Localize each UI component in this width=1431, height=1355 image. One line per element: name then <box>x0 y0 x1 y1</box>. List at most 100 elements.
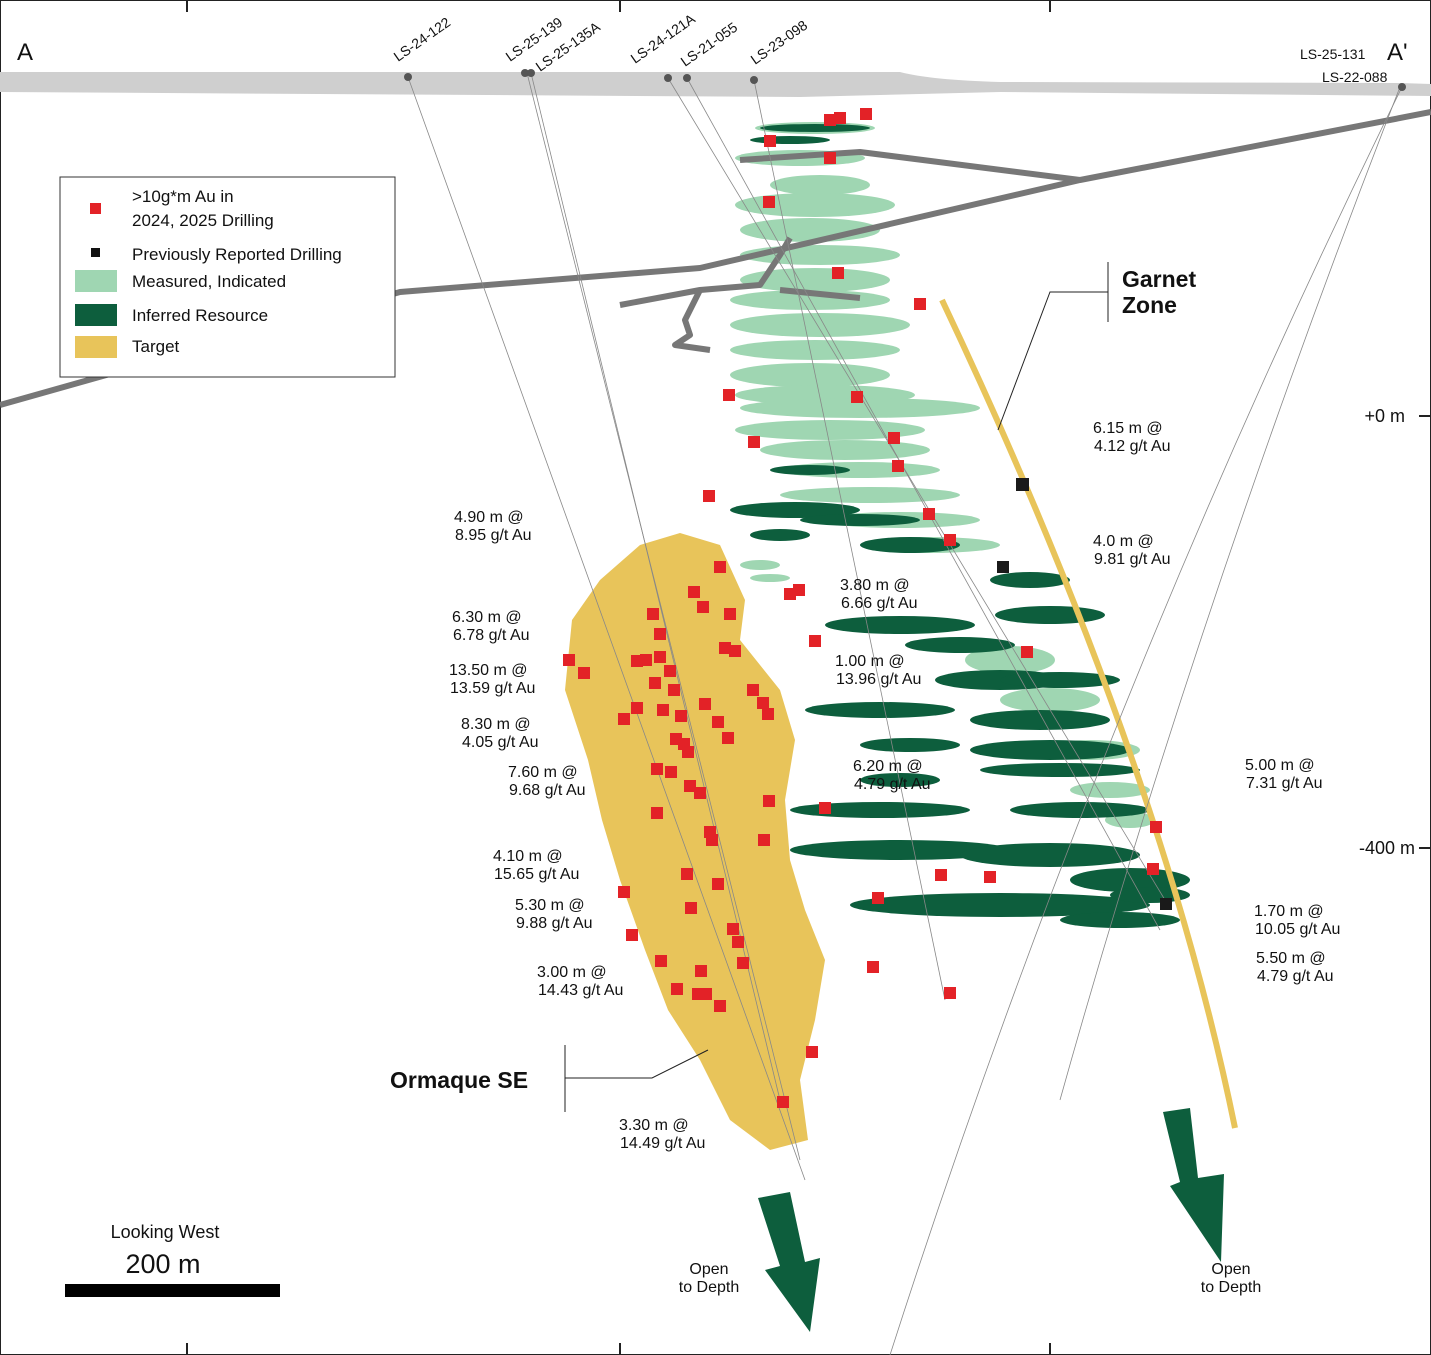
intercept-marker <box>664 665 676 677</box>
intercept-label: 9.81 g/t Au <box>1094 551 1171 568</box>
elevation-label: +0 m <box>1364 406 1405 426</box>
intercept-label: 6.20 m @ <box>853 758 923 775</box>
intercept-marker <box>923 508 935 520</box>
intercept-marker <box>819 802 831 814</box>
measured-indicated <box>730 340 900 360</box>
scale-title: Looking West <box>111 1222 220 1242</box>
inferred-resource <box>980 763 1140 777</box>
scale-bar <box>65 1284 280 1297</box>
intercept-marker <box>824 114 836 126</box>
inferred-resource <box>1070 868 1190 892</box>
intercept-label: 3.80 m @ <box>840 577 910 594</box>
inferred-resource <box>995 606 1105 624</box>
legend <box>59 176 396 378</box>
inferred-resource <box>860 537 960 553</box>
measured-indicated <box>1000 688 1100 712</box>
intercept-marker <box>675 710 687 722</box>
intercept-label: 8.95 g/t Au <box>455 527 532 544</box>
inferred-resource <box>750 136 830 144</box>
inferred-resource <box>990 572 1070 588</box>
measured-indicated <box>730 363 890 387</box>
intercept-marker <box>737 957 749 969</box>
intercept-label: 14.43 g/t Au <box>538 982 623 999</box>
inferred-resource <box>790 840 1010 860</box>
intercept-label: 9.88 g/t Au <box>516 915 593 932</box>
zone-label: Ormaque SE <box>390 1067 528 1093</box>
inferred-resource <box>800 514 920 526</box>
elevation-label: -400 m <box>1359 838 1415 858</box>
intercept-marker <box>694 787 706 799</box>
inferred-resource <box>1010 802 1150 818</box>
intercept-marker <box>832 267 844 279</box>
intercept-marker <box>647 608 659 620</box>
intercept-marker <box>688 586 700 598</box>
intercept-label: 5.30 m @ <box>515 897 585 914</box>
section-end: A' <box>1387 39 1408 66</box>
drill-hole-label: LS-22-088 <box>1322 69 1388 85</box>
intercept-marker <box>682 746 694 758</box>
intercept-label: 1.70 m @ <box>1254 903 1324 920</box>
measured-indicated <box>770 175 870 195</box>
intercept-label: 3.00 m @ <box>537 964 607 981</box>
intercept-marker <box>851 391 863 403</box>
measured-indicated <box>760 440 930 460</box>
intercept-marker <box>763 795 775 807</box>
garnet-zone-trace <box>939 298 1238 1129</box>
inferred-resource <box>905 637 1015 653</box>
measured-indicated <box>740 268 890 292</box>
intercept-marker <box>762 708 774 720</box>
intercept-label: 7.60 m @ <box>508 764 578 781</box>
intercept-marker <box>699 698 711 710</box>
intercept-marker <box>712 716 724 728</box>
intercept-label: 5.00 m @ <box>1245 757 1315 774</box>
intercept-marker <box>631 702 643 714</box>
legend-label: Previously Reported Drilling <box>132 245 342 264</box>
legend-label: Target <box>132 337 180 356</box>
legend-label: Measured, Indicated <box>132 272 286 291</box>
zone-label: Zone <box>1122 292 1177 318</box>
intercept-marker <box>824 152 836 164</box>
intercept-label: 5.50 m @ <box>1256 950 1326 967</box>
intercept-marker <box>763 196 775 208</box>
intercept-label: 6.15 m @ <box>1093 420 1163 437</box>
intercept-marker <box>914 298 926 310</box>
intercept-marker <box>729 645 741 657</box>
intercept-label: 14.49 g/t Au <box>620 1135 705 1152</box>
inferred-resource <box>750 529 810 541</box>
inferred-resource <box>790 802 970 818</box>
intercept-marker <box>764 135 776 147</box>
resource-lenses <box>730 122 1190 928</box>
intercept-marker <box>697 601 709 613</box>
intercept-marker <box>872 892 884 904</box>
inferred-resource <box>970 710 1110 730</box>
zone-label: Garnet <box>1122 266 1196 292</box>
scale-length: 200 m <box>125 1249 200 1279</box>
legend-label: 2024, 2025 Drilling <box>132 211 274 230</box>
topography <box>0 72 1431 97</box>
intercept-marker <box>706 834 718 846</box>
depth-arrows <box>758 1108 1224 1332</box>
intercept-marker <box>657 704 669 716</box>
intercept-marker <box>867 961 879 973</box>
section-end: A <box>17 39 33 66</box>
intercept-marker <box>640 654 652 666</box>
intercept-marker <box>732 936 744 948</box>
intercept-label: 8.30 m @ <box>461 716 531 733</box>
inferred-resource <box>730 502 860 518</box>
intercept-marker <box>748 436 760 448</box>
intercept-label: 4.12 g/t Au <box>1094 438 1171 455</box>
intercept-marker <box>723 389 735 401</box>
drill-hole-label: LS-25-131 <box>1300 46 1366 62</box>
intercept-marker <box>758 834 770 846</box>
inferred-resource <box>860 773 940 787</box>
intercept-marker <box>712 878 724 890</box>
depth-note: to Depth <box>679 1279 739 1296</box>
intercept-marker <box>714 561 726 573</box>
intercept-marker <box>563 654 575 666</box>
intercept-label: 4.90 m @ <box>454 509 524 526</box>
measured-indicated <box>735 193 895 217</box>
measured-indicated <box>740 398 980 418</box>
intercept-marker <box>654 628 666 640</box>
intercept-label: 6.66 g/t Au <box>841 595 918 612</box>
drill-intercepts <box>563 108 1162 1108</box>
